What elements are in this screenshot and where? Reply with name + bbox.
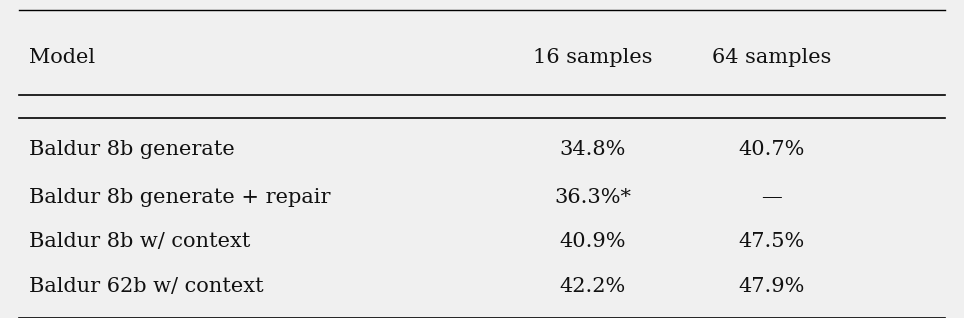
Text: Baldur 8b generate: Baldur 8b generate (29, 140, 234, 159)
Text: 47.9%: 47.9% (738, 277, 804, 296)
Text: 34.8%: 34.8% (560, 140, 626, 159)
Text: 42.2%: 42.2% (560, 277, 626, 296)
Text: Baldur 8b w/ context: Baldur 8b w/ context (29, 232, 251, 251)
Text: Model: Model (29, 48, 95, 67)
Text: 47.5%: 47.5% (738, 232, 804, 251)
Text: 16 samples: 16 samples (533, 48, 653, 67)
Text: 40.7%: 40.7% (738, 140, 804, 159)
Text: Baldur 8b generate + repair: Baldur 8b generate + repair (29, 188, 331, 207)
Text: 40.9%: 40.9% (560, 232, 626, 251)
Text: 64 samples: 64 samples (711, 48, 831, 67)
Text: 36.3%*: 36.3%* (554, 188, 631, 207)
Text: —: — (761, 188, 782, 207)
Text: Baldur 62b w/ context: Baldur 62b w/ context (29, 277, 263, 296)
